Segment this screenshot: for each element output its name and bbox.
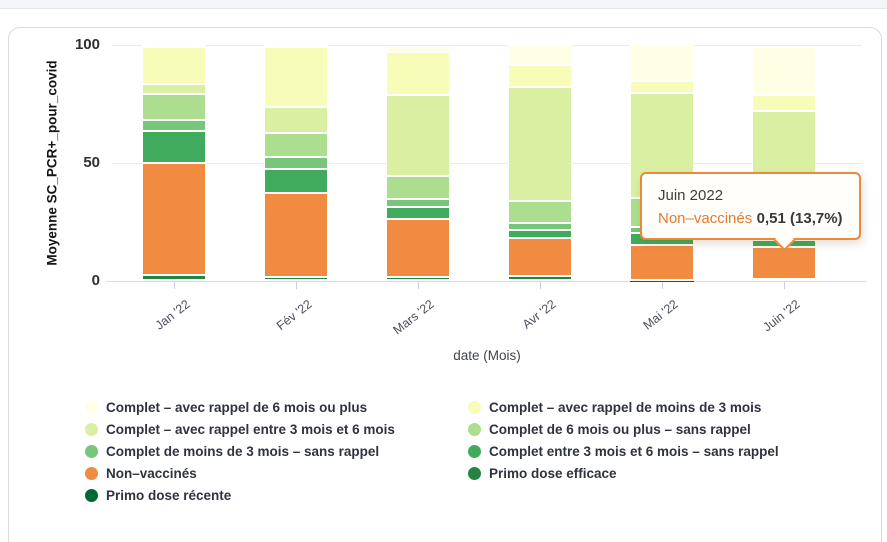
x-tick-mark xyxy=(540,282,541,289)
legend-swatch xyxy=(468,444,481,458)
bar-segment[interactable] xyxy=(142,94,206,120)
legend-item[interactable]: Primo dose efficace xyxy=(468,462,808,484)
bar-segment[interactable] xyxy=(630,244,694,280)
bar-segment[interactable] xyxy=(142,119,206,132)
bar-segment[interactable] xyxy=(508,276,572,281)
gridline xyxy=(112,163,862,164)
bar-segment[interactable] xyxy=(142,275,206,280)
bar-segment[interactable] xyxy=(386,277,450,281)
y-tick-label: 0 xyxy=(91,272,100,290)
legend-item[interactable]: Complet de 6 mois ou plus – sans rappel xyxy=(468,418,808,440)
legend-swatch xyxy=(85,422,98,436)
legend-swatch xyxy=(85,444,98,458)
legend-swatch xyxy=(468,422,481,436)
x-tick-mark xyxy=(296,282,297,289)
bar-segment[interactable] xyxy=(386,176,450,200)
legend-swatch xyxy=(85,400,98,414)
bar-segment[interactable] xyxy=(142,45,206,48)
bar-segment[interactable] xyxy=(508,229,572,238)
tooltip-title: Juin 2022 xyxy=(658,187,724,204)
y-axis-title: Moyenne SC_PCR+_pour_covid xyxy=(44,60,60,266)
x-axis-line xyxy=(106,281,866,282)
bar-segment[interactable] xyxy=(142,83,206,95)
legend-swatch xyxy=(468,466,481,480)
bar-segment[interactable] xyxy=(264,276,328,280)
bar-segment[interactable] xyxy=(264,279,328,281)
legend-item[interactable]: Complet de moins de 3 mois – sans rappel xyxy=(85,440,468,462)
legend: Complet – avec rappel de 6 mois ou plus C… xyxy=(85,396,808,506)
x-tick-mark xyxy=(784,282,785,289)
bar-segment[interactable] xyxy=(386,206,450,220)
bar-avr-22[interactable] xyxy=(508,45,572,281)
bar-segment[interactable] xyxy=(386,52,450,95)
bar-segment[interactable] xyxy=(264,133,328,158)
bar-segment[interactable] xyxy=(752,47,816,96)
bar-mai-22[interactable] xyxy=(630,45,694,281)
bar-segment[interactable] xyxy=(386,94,450,177)
bar-segment[interactable] xyxy=(264,157,328,169)
bar-segment[interactable] xyxy=(264,168,328,193)
bar-segment[interactable] xyxy=(264,192,328,277)
bar-segment[interactable] xyxy=(264,47,328,108)
y-tick-label: 50 xyxy=(83,154,100,172)
legend-item[interactable]: Complet – avec rappel entre 3 mois et 6 … xyxy=(85,418,468,440)
legend-swatch xyxy=(85,488,98,502)
x-tick-mark xyxy=(662,282,663,289)
bar-segment[interactable] xyxy=(142,47,206,84)
legend-label: Primo dose récente xyxy=(106,487,232,503)
gridline xyxy=(112,45,862,46)
bar-mars-22[interactable] xyxy=(386,46,450,281)
legend-label: Complet – avec rappel entre 3 mois et 6 … xyxy=(106,421,395,437)
x-tick-mark xyxy=(174,282,175,289)
bar-segment[interactable] xyxy=(508,237,572,277)
bar-segment[interactable] xyxy=(386,46,450,53)
tooltip-row: Non–vaccinés 0,51 (13,7%) xyxy=(658,207,843,230)
legend-item[interactable]: Complet entre 3 mois et 6 mois – sans ra… xyxy=(468,440,808,462)
top-strip xyxy=(0,0,887,9)
bar-segment[interactable] xyxy=(630,45,694,82)
bar-segment[interactable] xyxy=(508,45,572,65)
legend-label: Non–vaccinés xyxy=(106,465,197,481)
legend-label: Primo dose efficace xyxy=(489,465,617,481)
bar-segment[interactable] xyxy=(752,95,816,112)
tooltip-series-label: Non–vaccinés xyxy=(658,209,753,227)
legend-swatch xyxy=(85,466,98,480)
bar-segment[interactable] xyxy=(142,131,206,163)
bar-segment[interactable] xyxy=(386,280,450,281)
bar-segment[interactable] xyxy=(142,162,206,276)
bar-segment[interactable] xyxy=(508,201,572,223)
bar-segment[interactable] xyxy=(752,246,816,280)
x-tick-mark xyxy=(418,282,419,289)
bar-segment[interactable] xyxy=(508,87,572,202)
tooltip-value: 0,51 (13,7%) xyxy=(756,209,843,227)
bar-segment[interactable] xyxy=(508,64,572,88)
bar-jan-22[interactable] xyxy=(142,45,206,281)
legend-label: Complet de moins de 3 mois – sans rappel xyxy=(106,443,380,459)
legend-label: Complet – avec rappel de moins de 3 mois xyxy=(489,399,762,415)
bar-segment[interactable] xyxy=(630,279,694,281)
bar-segment[interactable] xyxy=(386,199,450,207)
x-axis-title: date (Mois) xyxy=(453,348,521,363)
bar-segment[interactable] xyxy=(630,81,694,93)
tooltip: Juin 2022 Non–vaccinés 0,51 (13,7%) xyxy=(640,172,861,240)
bar-f-v-22[interactable] xyxy=(264,45,328,281)
legend-item[interactable]: Complet – avec rappel de moins de 3 mois xyxy=(468,396,808,418)
bar-segment[interactable] xyxy=(142,279,206,281)
bar-segment[interactable] xyxy=(264,45,328,48)
legend-swatch xyxy=(468,400,481,414)
bar-segment[interactable] xyxy=(264,107,328,134)
legend-label: Complet de 6 mois ou plus – sans rappel xyxy=(489,421,751,437)
bar-segment[interactable] xyxy=(386,219,450,278)
bar-segment[interactable] xyxy=(508,222,572,230)
bar-segment[interactable] xyxy=(508,280,572,281)
legend-label: Complet – avec rappel de 6 mois ou plus xyxy=(106,399,368,415)
legend-item[interactable]: Complet – avec rappel de 6 mois ou plus xyxy=(85,396,468,418)
legend-label: Complet entre 3 mois et 6 mois – sans ra… xyxy=(489,443,779,459)
y-tick-label: 100 xyxy=(74,36,100,54)
legend-item[interactable]: Primo dose récente xyxy=(85,484,468,506)
legend-item[interactable]: Non–vaccinés xyxy=(85,462,468,484)
bar-segment[interactable] xyxy=(752,279,816,281)
